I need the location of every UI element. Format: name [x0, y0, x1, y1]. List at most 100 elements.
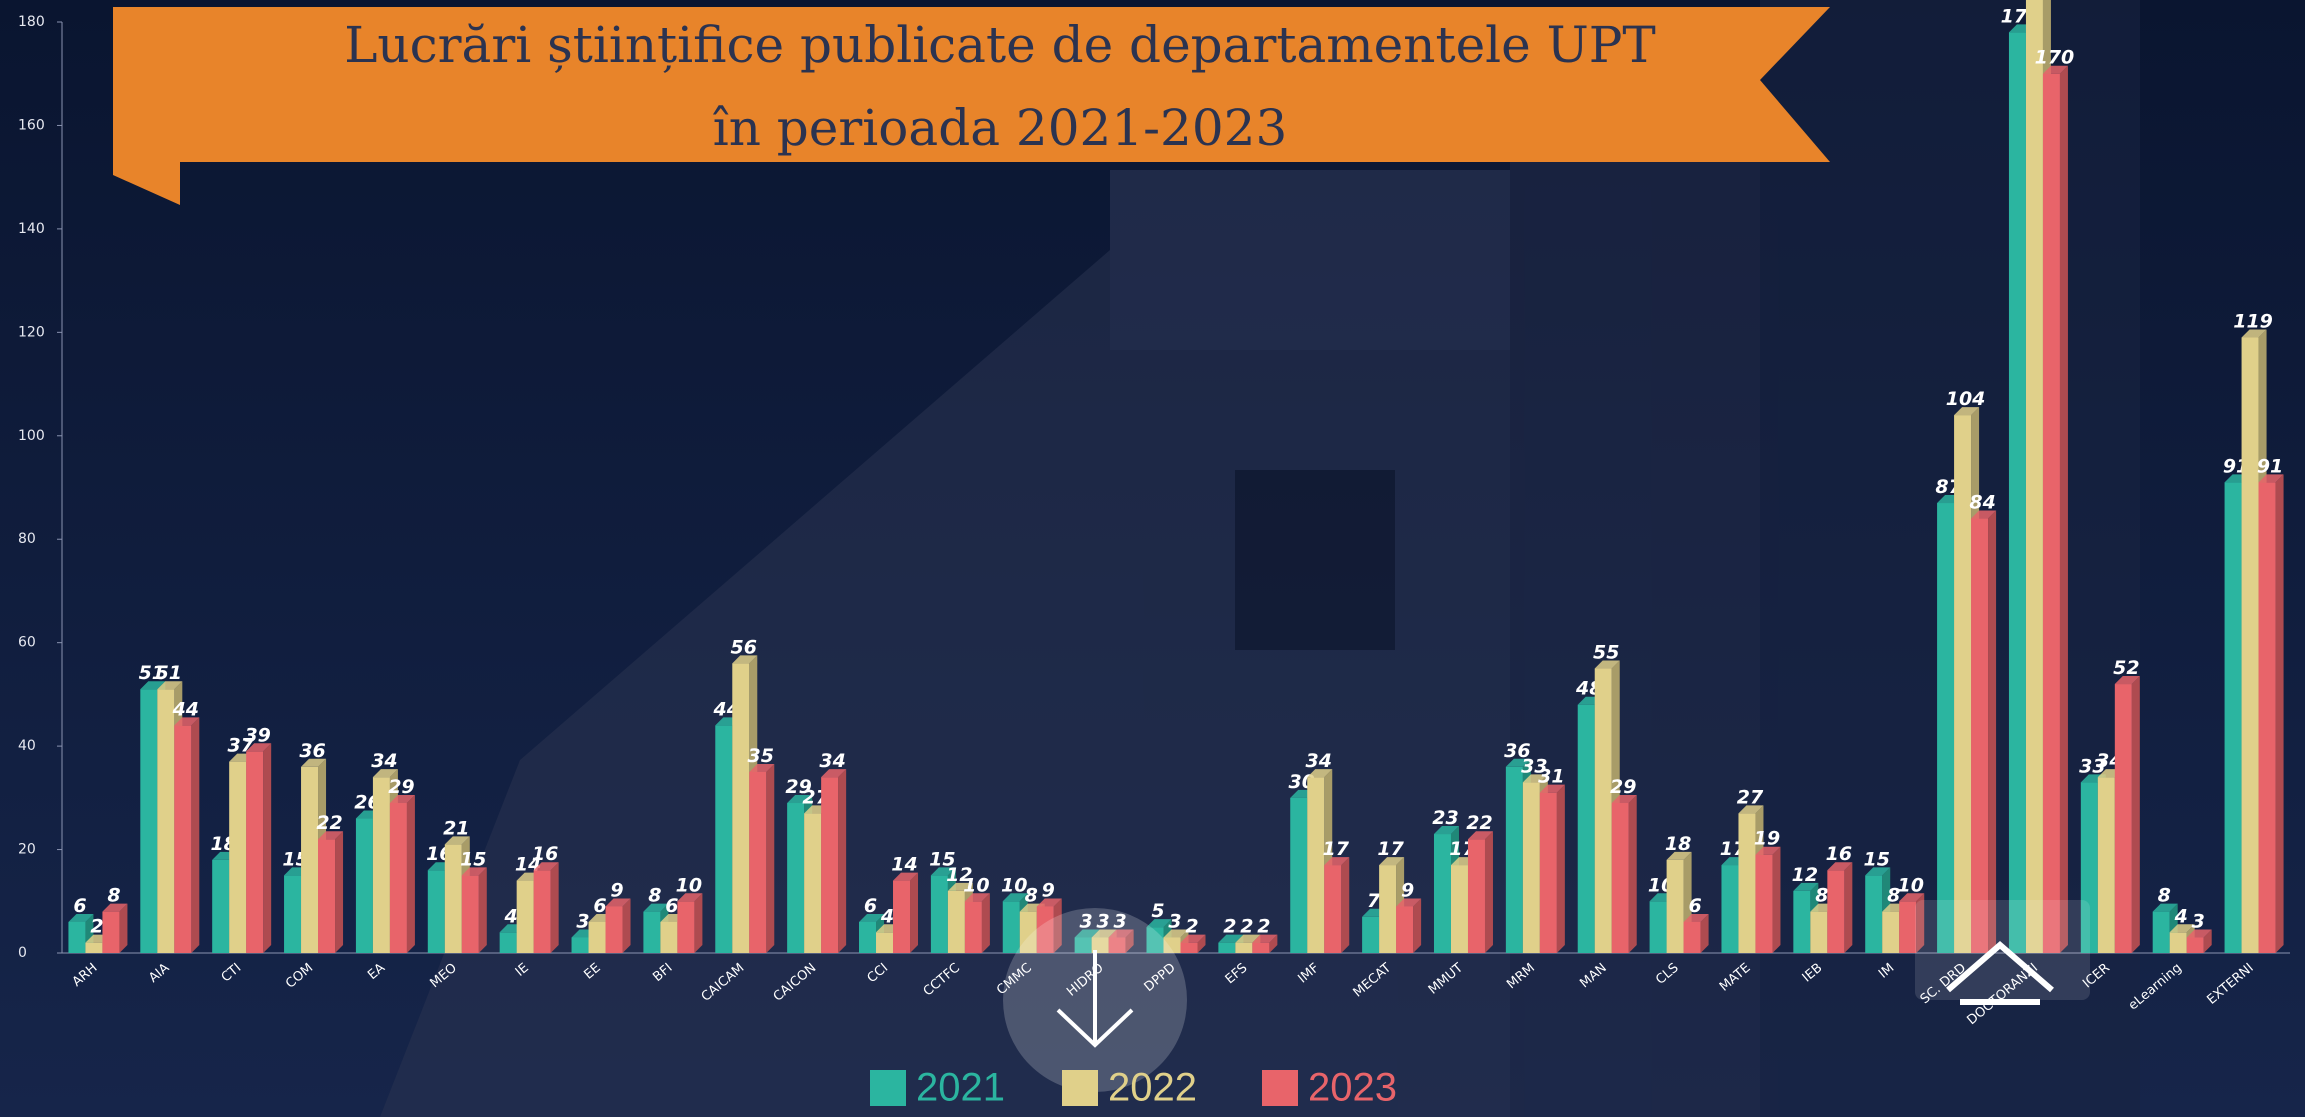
legend-label: 2022	[1108, 1066, 1197, 1110]
bar	[1810, 912, 1827, 953]
legend-swatch	[1062, 1070, 1098, 1106]
bar-side	[2132, 676, 2140, 953]
bar	[140, 689, 157, 953]
bar-side	[407, 795, 415, 953]
scroll-up-button[interactable]	[1915, 900, 2090, 1002]
legend-label: 2023	[1308, 1066, 1397, 1110]
bar	[157, 689, 174, 953]
bar	[2242, 338, 2259, 953]
value-label: 22	[1466, 812, 1492, 834]
y-tick-label: 40	[18, 738, 36, 754]
bar	[1235, 943, 1252, 953]
value-label: 2	[90, 916, 103, 938]
value-label: 84	[1969, 492, 1995, 514]
bar-side	[838, 769, 846, 953]
bar	[749, 772, 766, 953]
bar-side	[766, 764, 774, 953]
value-label: 17	[1377, 838, 1404, 860]
value-label: 31	[1538, 766, 1564, 788]
bar	[102, 912, 119, 953]
bar-side	[551, 862, 559, 953]
value-label: 27	[1737, 786, 1764, 808]
bar	[1721, 865, 1738, 953]
bar	[1290, 798, 1307, 953]
bar	[732, 663, 749, 953]
bar	[677, 901, 694, 953]
value-label: 16	[1826, 843, 1852, 865]
value-label: 9	[1401, 879, 1414, 901]
value-label: 119	[2233, 311, 2273, 333]
bar-side	[119, 904, 127, 953]
value-label: 8	[648, 885, 661, 907]
value-label: 34	[819, 750, 845, 772]
value-label: 3	[576, 910, 589, 932]
y-tick-label: 120	[18, 324, 45, 340]
value-label: 10	[1897, 874, 1923, 896]
bar	[1667, 860, 1684, 953]
bar-side	[2276, 474, 2284, 953]
bar	[2170, 932, 2187, 953]
value-label: 2	[1240, 916, 1253, 938]
chart: Lucrări științifice publicate de departa…	[0, 0, 2305, 1117]
bar-side	[1413, 898, 1421, 953]
bar	[1540, 793, 1557, 953]
bar	[2043, 74, 2060, 953]
bar	[821, 777, 838, 953]
y-tick-label: 100	[18, 428, 45, 444]
bar	[804, 813, 821, 953]
y-tick-label: 180	[18, 14, 45, 30]
value-label: 51	[156, 662, 182, 684]
value-label: 10	[1001, 874, 1027, 896]
bar	[1506, 767, 1523, 953]
bar	[876, 932, 893, 953]
value-label: 39	[244, 724, 270, 746]
bar	[859, 922, 876, 953]
bar	[68, 922, 85, 953]
bar	[965, 901, 982, 953]
bar	[284, 875, 301, 953]
value-label: 104	[1946, 388, 1986, 410]
bar	[1324, 865, 1341, 953]
bar	[1379, 865, 1396, 953]
bar	[1755, 855, 1772, 953]
bar-side	[263, 743, 271, 953]
bar	[373, 777, 390, 953]
y-tick-label: 80	[18, 531, 36, 547]
bar-side	[2060, 66, 2068, 953]
bar	[500, 932, 517, 953]
bar	[1523, 782, 1540, 953]
bar	[212, 860, 229, 953]
value-label: 6	[73, 895, 86, 917]
bar	[1362, 917, 1379, 953]
bar	[1899, 901, 1916, 953]
value-label: 10	[676, 874, 702, 896]
value-label: 19	[1754, 828, 1780, 850]
value-label: 9	[610, 879, 623, 901]
y-tick-label: 60	[18, 635, 36, 651]
value-label: 14	[891, 854, 917, 876]
bar	[1865, 875, 1882, 953]
value-label: 36	[299, 740, 325, 762]
value-label: 91	[2257, 455, 2283, 477]
value-label: 4	[2174, 905, 2188, 927]
bar	[643, 912, 660, 953]
bar	[1396, 906, 1413, 953]
bar	[2225, 482, 2242, 953]
bar-side	[623, 898, 631, 953]
value-label: 22	[316, 812, 342, 834]
bar	[589, 922, 606, 953]
bar	[1650, 901, 1667, 953]
bar	[1451, 865, 1468, 953]
chart-title: în perioada 2021-2023	[713, 99, 1288, 157]
bar-side	[1629, 795, 1637, 953]
bar	[174, 725, 191, 953]
bar	[2026, 0, 2043, 953]
bar	[1307, 777, 1324, 953]
value-label: 6	[864, 895, 877, 917]
bar	[893, 881, 910, 953]
bar-side	[1988, 511, 1996, 953]
value-label: 17	[1323, 838, 1350, 860]
bar	[390, 803, 407, 953]
scroll-down-button[interactable]	[1003, 908, 1187, 1092]
bar	[1882, 912, 1899, 953]
